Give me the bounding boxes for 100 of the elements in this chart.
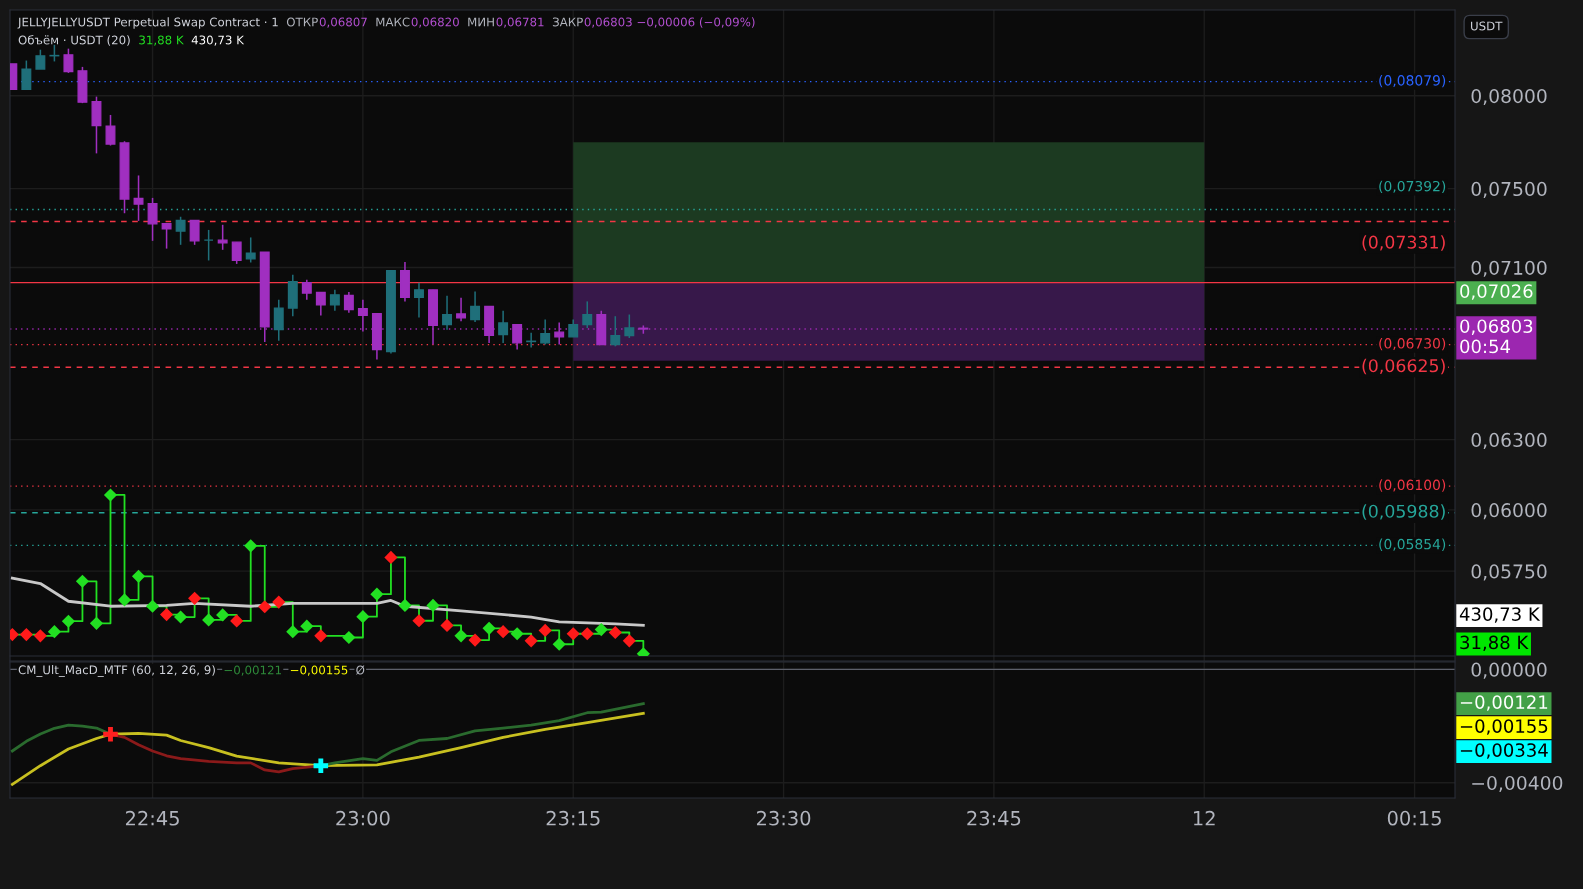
ref-line-label: (0,05988) xyxy=(1362,504,1445,520)
annotation: 430,73 K xyxy=(191,35,245,46)
point xyxy=(342,630,356,645)
point xyxy=(482,621,496,635)
point xyxy=(412,614,426,628)
point xyxy=(356,610,370,624)
point xyxy=(622,634,636,648)
chart-title: Объём · USDT (20) xyxy=(18,35,130,46)
text: −0,00121 xyxy=(1460,695,1548,711)
ref-line-label: (0,06625) xyxy=(1362,358,1445,375)
annotation: 0,07026 xyxy=(1460,284,1533,300)
point xyxy=(131,569,146,583)
point xyxy=(314,629,328,643)
candlestick xyxy=(357,298,368,333)
point xyxy=(300,619,314,633)
point xyxy=(89,616,104,630)
x-tick-label: 23:15 xyxy=(546,810,600,826)
annotation: 0,06807 xyxy=(319,17,367,28)
ref-line-label: (0,07392) xyxy=(1379,180,1446,194)
point xyxy=(19,628,33,642)
candlestick xyxy=(133,174,144,222)
candlestick xyxy=(189,219,200,246)
y-tick-label: 0,05750 xyxy=(1471,564,1547,581)
candlestick xyxy=(105,114,116,147)
annotation: 0,06803 −0,00006 (−0,09%) xyxy=(584,17,755,28)
x-tick-label: 23:30 xyxy=(756,810,811,826)
ref-line-label: (0,05854) xyxy=(1379,538,1446,551)
point xyxy=(202,613,216,627)
candlestick xyxy=(245,236,256,264)
point xyxy=(230,614,244,628)
point xyxy=(286,625,300,639)
candlestick xyxy=(161,222,172,250)
point xyxy=(174,610,188,624)
point xyxy=(440,618,454,632)
x-tick-label: 00:15 xyxy=(1387,810,1441,826)
point xyxy=(608,625,622,640)
candlestick xyxy=(470,290,481,323)
text: −0,00155 xyxy=(1460,719,1548,735)
candlestick xyxy=(63,47,74,74)
point xyxy=(258,600,272,614)
text: −0,00334 xyxy=(1460,743,1548,759)
chart-title: CM_Ult_MacD_MTF (60, 12, 26, 9) xyxy=(18,665,215,677)
candlestick xyxy=(343,291,354,314)
candlestick xyxy=(175,215,186,246)
y-axis-title: USDT xyxy=(1471,21,1503,31)
candlestick xyxy=(540,318,551,346)
text: JELLYJELLYUSDT Perpetual Swap Contract · 1 xyxy=(17,17,278,29)
point xyxy=(117,593,132,607)
candlestick xyxy=(456,297,467,323)
point xyxy=(188,591,202,605)
annotation: 0,06820 xyxy=(411,17,459,28)
point xyxy=(103,488,118,502)
annotation: МИН xyxy=(468,17,494,27)
point xyxy=(454,629,468,643)
text: 31,88 K xyxy=(1460,635,1529,652)
point xyxy=(566,627,580,641)
ref-line-label: (0,06730) xyxy=(1379,337,1446,351)
point xyxy=(145,599,160,613)
x-tick-label: 23:00 xyxy=(336,810,390,826)
text: 430,73 K xyxy=(1459,607,1541,623)
annotation: 0,06803 00:54 xyxy=(1460,319,1533,354)
x-tick-label: 23:45 xyxy=(967,810,1021,826)
ref-line-label: (0,07331) xyxy=(1362,235,1445,251)
point xyxy=(370,587,384,601)
ref-line-label: (0,06100) xyxy=(1379,479,1446,492)
x-tick-label: 22:45 xyxy=(125,810,179,826)
y-tick-label: 0,06300 xyxy=(1471,432,1547,449)
y-tick-label: 0,07500 xyxy=(1471,181,1547,198)
point xyxy=(524,634,538,648)
point xyxy=(538,623,552,637)
candlestick xyxy=(610,315,621,348)
point xyxy=(216,608,230,622)
ref-line-label: (0,08079) xyxy=(1379,74,1446,88)
point xyxy=(398,598,412,613)
y-tick-label: 0,00000 xyxy=(1471,662,1547,679)
point xyxy=(426,598,440,613)
candlestick xyxy=(512,323,523,351)
x-tick-label: 12 xyxy=(1194,810,1215,826)
y-tick-label: −0,00400 xyxy=(1472,775,1563,792)
point xyxy=(47,625,61,639)
candlestick xyxy=(35,48,46,70)
point xyxy=(272,595,286,609)
candlestick xyxy=(329,289,340,312)
annotation: ОТКР xyxy=(286,17,318,27)
y-tick-label: 0,08000 xyxy=(1471,88,1547,106)
point xyxy=(580,627,594,641)
point xyxy=(496,625,510,639)
candlestick xyxy=(231,241,242,265)
annotation: 31,88 K xyxy=(139,35,184,46)
point xyxy=(159,608,174,622)
point xyxy=(75,574,90,588)
candlestick xyxy=(554,321,565,346)
candlestick xyxy=(414,282,424,319)
point xyxy=(61,614,76,628)
candlestick xyxy=(498,309,509,344)
annotation: −0,00121 xyxy=(224,665,281,676)
annotation: ЗАКР xyxy=(552,17,583,27)
annotation: 0,06781 xyxy=(496,17,544,28)
annotation: МАКС xyxy=(376,17,410,27)
annotation: −0,00155 xyxy=(290,665,348,676)
